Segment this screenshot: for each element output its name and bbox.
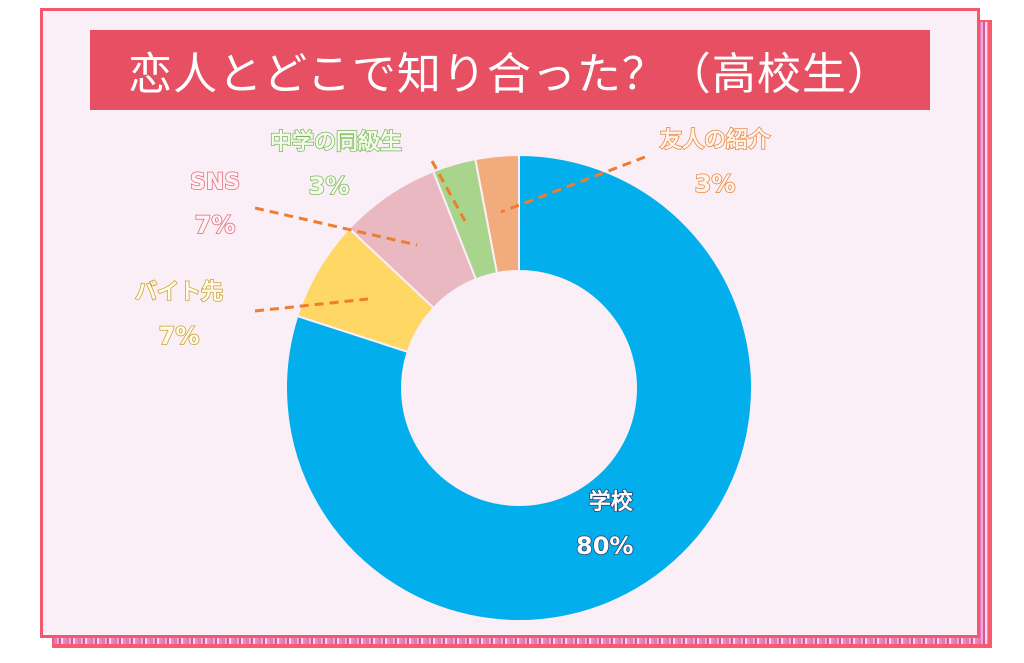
leader-line-junior-high bbox=[430, 160, 467, 222]
label-part-time-job: バイト先 7% bbox=[134, 274, 224, 351]
label-school: 学校 80% bbox=[575, 484, 634, 561]
leader-line-friend bbox=[500, 155, 646, 214]
label-percent: 7% bbox=[194, 210, 236, 240]
chart-title: 恋人とどこで知り合った？（高校生） bbox=[128, 49, 892, 100]
label-name: バイト先 bbox=[134, 279, 224, 306]
label-percent: 3% bbox=[308, 171, 350, 201]
donut-slice bbox=[474, 153, 520, 275]
label-name: 中学の同級生 bbox=[269, 129, 403, 156]
label-percent: 80% bbox=[575, 531, 634, 561]
leader-lines bbox=[254, 155, 646, 313]
label-junior-high-classmate: 中学の同級生 3% bbox=[269, 124, 403, 201]
title-banner: 恋人とどこで知り合った？（高校生） bbox=[90, 30, 930, 110]
label-sns: SNS 7% bbox=[189, 169, 241, 240]
leader-line-parttime bbox=[254, 297, 369, 313]
donut-slice bbox=[285, 153, 753, 622]
label-percent: 7% bbox=[158, 321, 200, 351]
label-name: 学校 bbox=[588, 489, 634, 516]
label-friend-intro: 友人の紹介 3% bbox=[659, 122, 771, 199]
label-name: 友人の紹介 bbox=[659, 127, 771, 154]
label-percent: 3% bbox=[694, 169, 736, 199]
label-name: SNS bbox=[189, 169, 241, 196]
leader-line-sns bbox=[254, 206, 418, 247]
donut-slices bbox=[285, 153, 753, 622]
